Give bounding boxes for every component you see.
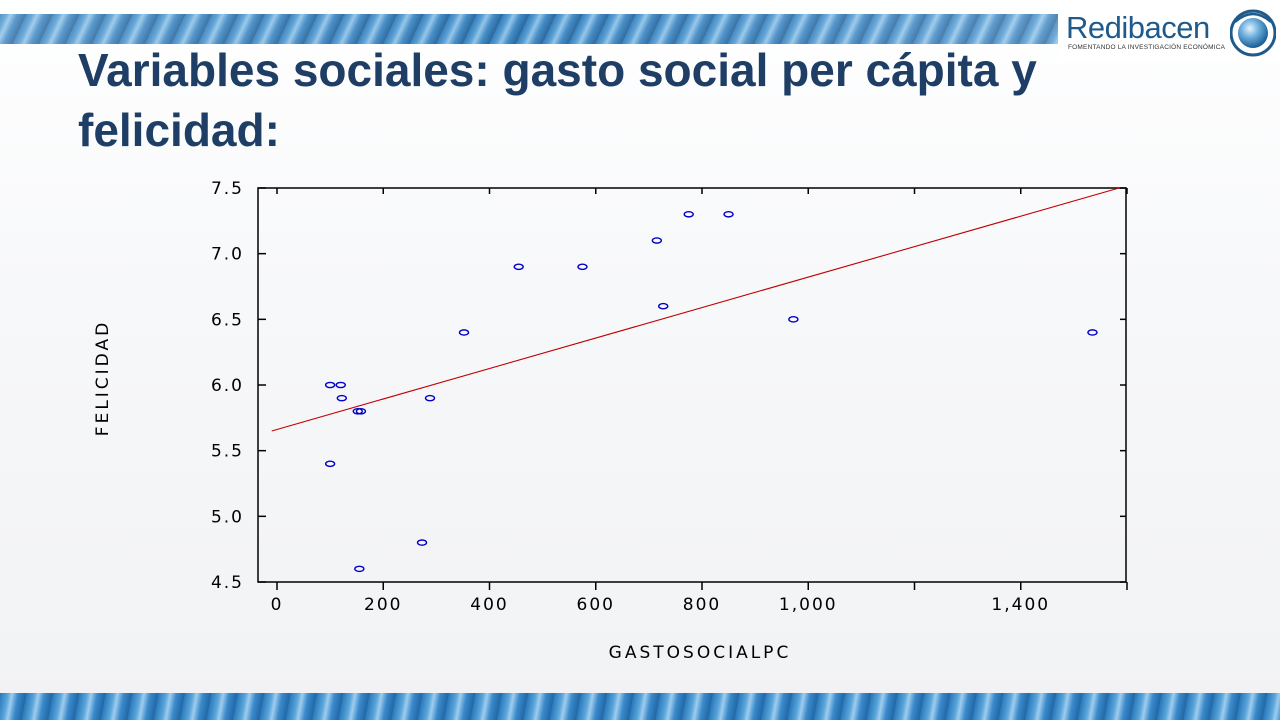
y-tick-label: 5.5 [211, 442, 244, 462]
y-tick-label: 6.0 [211, 376, 244, 396]
logo-tagline: FOMENTANDO LA INVESTIGACIÓN ECONÓMICA [1068, 44, 1226, 51]
data-point [458, 329, 470, 336]
regression-line [271, 187, 1120, 432]
logo-name: Redibacen [1066, 10, 1210, 45]
y-tick-label: 4.5 [211, 573, 244, 593]
globe-icon [1230, 9, 1276, 57]
data-point [336, 394, 348, 402]
x-tick-label: 800 [683, 595, 721, 615]
y-tick-label: 6.5 [211, 310, 244, 330]
data-point [424, 394, 436, 402]
data-point [355, 407, 367, 415]
data-point [651, 237, 663, 244]
x-tick-label: 400 [470, 595, 508, 615]
data-point [723, 210, 734, 218]
data-point [577, 263, 588, 271]
data-point [788, 316, 799, 323]
x-tick-label: 0 [271, 595, 284, 615]
data-point [683, 210, 694, 218]
data-point [354, 565, 365, 573]
data-point [658, 302, 669, 310]
data-point [513, 263, 524, 271]
x-axis-title: GASTOSOCIALPC [609, 643, 792, 663]
y-tick-label: 5.0 [211, 507, 244, 527]
plot-frame [257, 187, 1127, 583]
data-point [324, 460, 336, 468]
slide-title: Variables sociales: gasto social per cáp… [78, 44, 1037, 156]
data-point [1087, 329, 1098, 336]
data-point [335, 381, 346, 389]
y-tick-label: 7.5 [211, 179, 244, 199]
data-point [324, 381, 336, 389]
y-axis-title: FELICIDAD [93, 320, 113, 436]
x-tick-label: 200 [364, 595, 402, 615]
logo: Redibacen FOMENTANDO LA INVESTIGACIÓN EC… [1058, 0, 1280, 62]
data-point [416, 539, 428, 546]
x-tick-label: 1,400 [991, 595, 1050, 615]
x-tick-label: 1,000 [779, 595, 838, 615]
y-tick-label: 7.0 [211, 245, 244, 265]
bottom-decorative-band [0, 693, 1280, 720]
x-tick-label: 600 [577, 595, 615, 615]
